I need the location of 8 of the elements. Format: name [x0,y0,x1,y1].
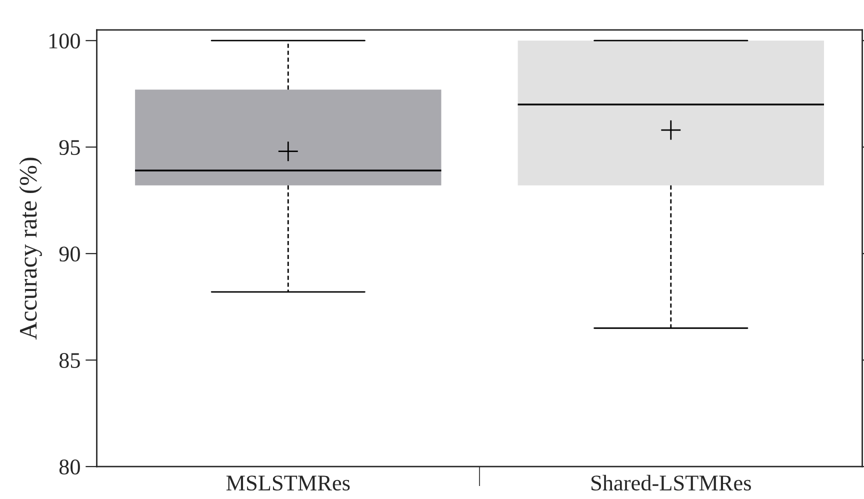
x-tick-label: MSLSTMRes [226,476,350,491]
y-axis-title: Accuracy rate (%) [19,158,42,340]
y-tick-label: 80 [59,459,80,474]
x-tick-label: Shared-LSTMRes [592,474,751,491]
y-tick-label: 85 [59,353,80,368]
y-tick-label: 95 [59,140,80,156]
y-tick-label: 100 [49,34,80,49]
y-tick-label: 90 [59,246,80,262]
